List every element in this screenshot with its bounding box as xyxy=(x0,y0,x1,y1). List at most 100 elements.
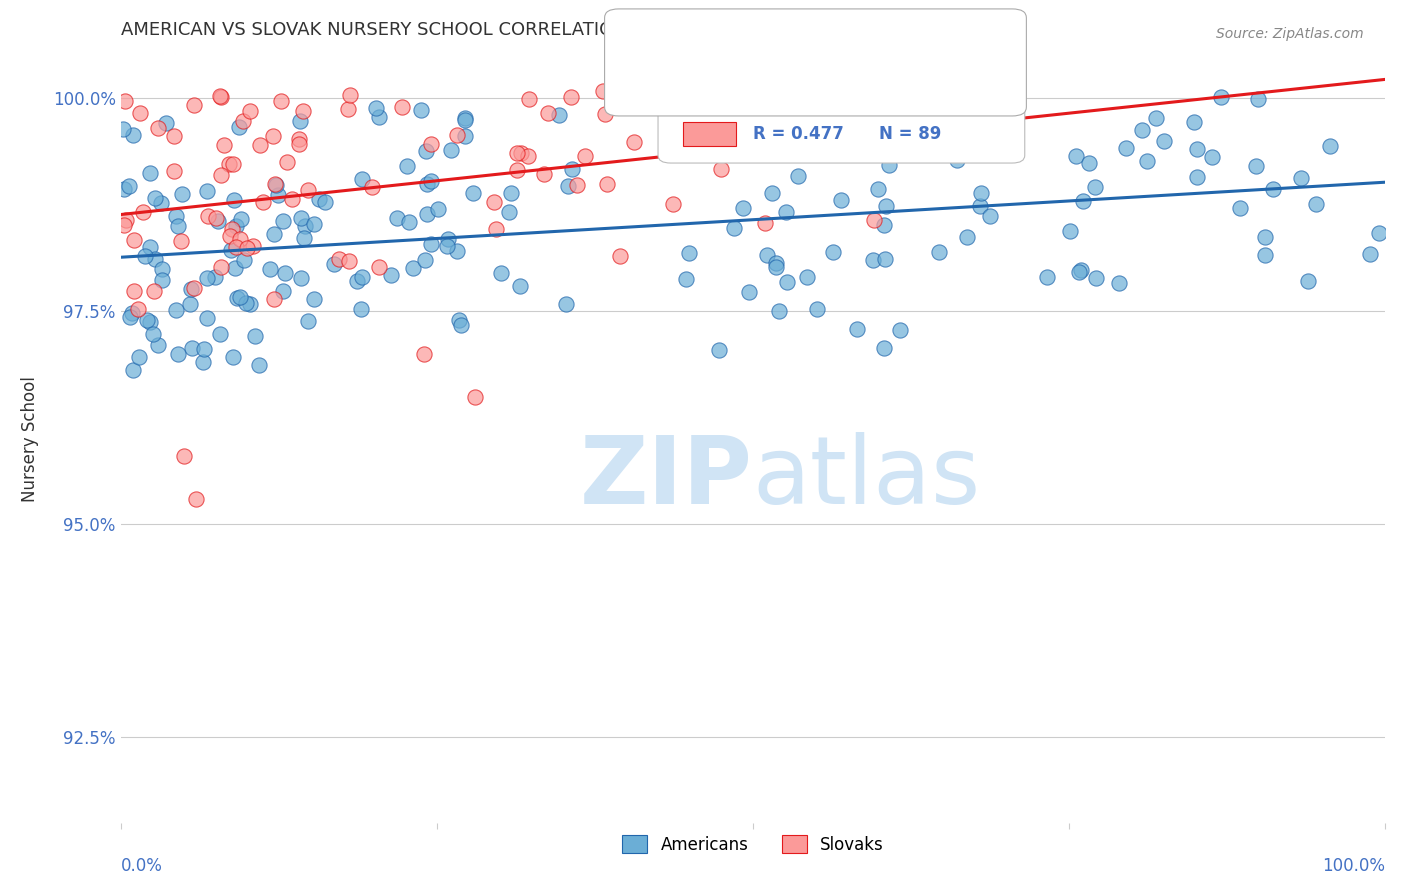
Americans xyxy=(387,211,409,225)
Slovaks xyxy=(339,254,361,268)
Slovaks xyxy=(710,162,733,177)
Americans xyxy=(1069,265,1091,279)
Slovaks xyxy=(132,205,155,219)
Slovaks xyxy=(536,106,558,120)
Americans xyxy=(207,213,229,227)
Americans xyxy=(224,261,246,276)
Slovaks xyxy=(665,120,688,135)
Americans xyxy=(264,178,287,193)
Slovaks xyxy=(173,449,195,463)
Americans xyxy=(922,111,945,125)
Americans xyxy=(402,260,425,275)
Americans xyxy=(139,166,162,180)
Slovaks xyxy=(391,100,413,114)
Americans xyxy=(1185,170,1208,185)
Americans xyxy=(120,310,142,325)
Americans xyxy=(1201,150,1223,164)
Americans xyxy=(288,114,311,128)
Americans xyxy=(1130,123,1153,137)
Americans xyxy=(204,269,226,284)
Americans xyxy=(1261,182,1284,196)
Americans xyxy=(302,217,325,231)
Americans xyxy=(231,212,253,227)
Americans xyxy=(352,171,374,186)
Americans xyxy=(180,282,202,296)
Americans xyxy=(879,158,901,172)
Slovaks xyxy=(533,167,555,181)
Americans xyxy=(875,199,897,213)
Americans xyxy=(446,244,468,258)
Americans xyxy=(297,313,319,327)
Americans xyxy=(235,295,257,310)
Americans xyxy=(225,291,247,305)
Americans xyxy=(1182,115,1205,129)
Slovaks xyxy=(754,215,776,229)
Text: N = N = 178: N = N = 178 xyxy=(879,91,993,109)
Americans xyxy=(122,363,145,377)
Americans xyxy=(765,260,787,274)
Americans xyxy=(889,323,911,337)
Text: R = 0.477: R = 0.477 xyxy=(752,125,844,143)
Americans xyxy=(1296,274,1319,288)
Americans xyxy=(768,303,790,318)
Americans xyxy=(509,279,531,293)
Slovaks xyxy=(485,221,508,235)
Americans xyxy=(1077,156,1099,170)
Americans xyxy=(292,231,315,245)
Slovaks xyxy=(827,126,849,140)
Slovaks xyxy=(446,128,468,143)
Slovaks xyxy=(609,88,631,103)
Americans xyxy=(1253,248,1275,262)
Text: atlas: atlas xyxy=(752,432,981,524)
Americans xyxy=(142,326,165,341)
Slovaks xyxy=(242,239,264,253)
Americans xyxy=(756,248,779,262)
Americans xyxy=(823,244,845,259)
Americans xyxy=(796,269,818,284)
Slovaks xyxy=(239,103,262,118)
Americans xyxy=(775,205,797,219)
Americans xyxy=(139,240,162,254)
Americans xyxy=(346,274,368,288)
Slovaks xyxy=(328,252,350,266)
Americans xyxy=(294,219,316,233)
Slovaks xyxy=(209,89,232,103)
Legend: Americans, Slovaks: Americans, Slovaks xyxy=(616,829,890,860)
Americans xyxy=(827,98,849,112)
Text: 0.0%: 0.0% xyxy=(121,856,163,875)
Americans xyxy=(1064,149,1087,163)
Americans xyxy=(1229,201,1251,215)
Americans xyxy=(437,232,460,246)
Slovaks xyxy=(218,228,240,243)
Americans xyxy=(738,285,761,299)
Americans xyxy=(678,246,700,260)
Americans xyxy=(765,256,787,270)
Americans xyxy=(675,271,697,285)
Americans xyxy=(1084,180,1107,194)
Americans xyxy=(290,271,312,285)
Americans xyxy=(1108,276,1130,290)
Slovaks xyxy=(291,104,314,119)
Americans xyxy=(398,215,420,229)
Americans xyxy=(366,101,388,115)
Americans xyxy=(728,106,751,120)
Slovaks xyxy=(225,240,247,254)
Americans xyxy=(416,207,439,221)
Americans xyxy=(222,350,245,364)
Americans xyxy=(1254,229,1277,244)
Americans xyxy=(845,322,868,336)
Slovaks xyxy=(218,157,240,171)
Americans xyxy=(723,221,745,235)
Slovaks xyxy=(560,89,582,103)
Americans xyxy=(801,130,824,145)
Americans xyxy=(1071,194,1094,208)
FancyBboxPatch shape xyxy=(683,121,737,146)
Slovaks xyxy=(593,107,616,121)
Slovaks xyxy=(281,193,304,207)
Slovaks xyxy=(183,98,205,112)
Slovaks xyxy=(128,106,150,120)
Slovaks xyxy=(122,234,145,248)
Slovaks xyxy=(339,88,361,103)
Americans xyxy=(1289,171,1312,186)
Americans xyxy=(143,252,166,266)
